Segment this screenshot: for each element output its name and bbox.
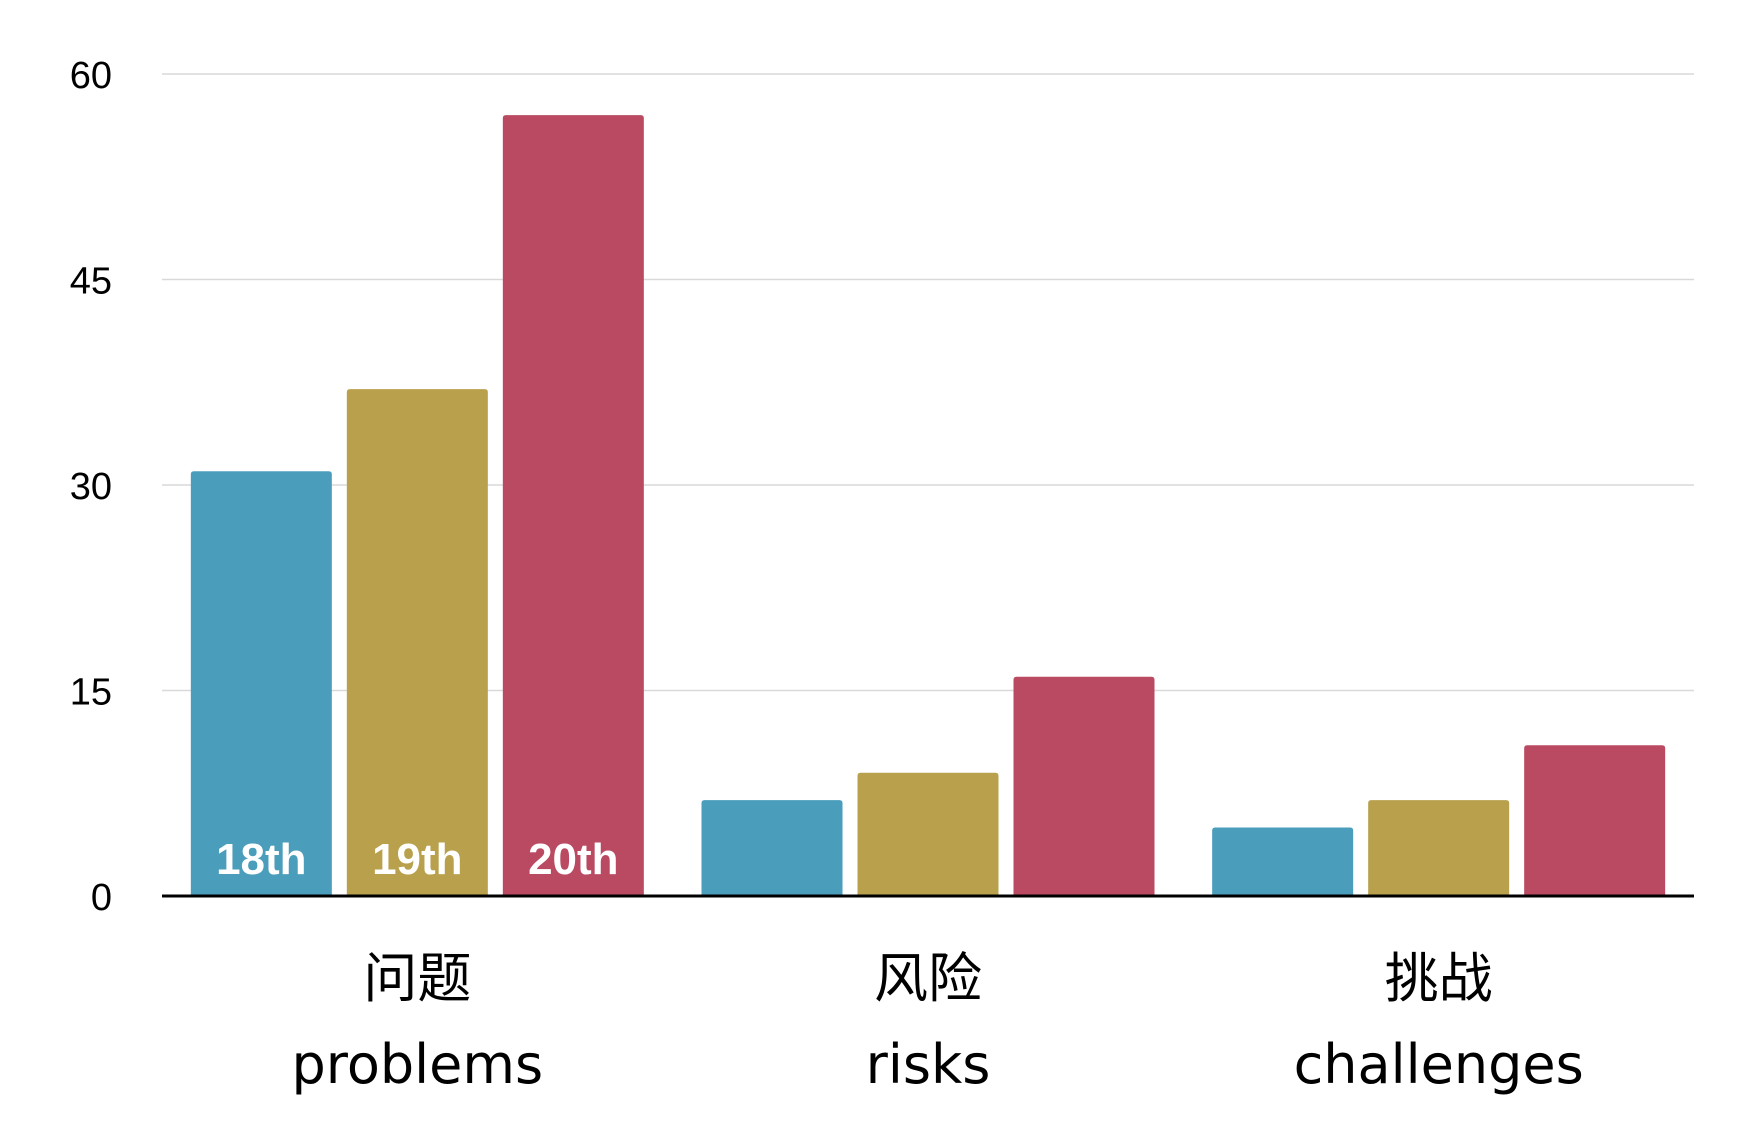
bar-18th-risks bbox=[701, 800, 843, 896]
y-tick-label: 30 bbox=[70, 466, 112, 508]
x-axis-category-labels: 问题 problems 风险 risks 挑战 challenges bbox=[292, 947, 1584, 1096]
y-axis-tick-labels: 0 15 30 45 60 bbox=[70, 55, 112, 919]
category-label-zh: 挑战 bbox=[1385, 947, 1493, 1010]
bar-19th-problems bbox=[346, 389, 488, 896]
bar-18th-challenges bbox=[1212, 827, 1354, 896]
bar-19th-risks bbox=[857, 772, 999, 896]
bars: 18th 19th 20th bbox=[190, 115, 1666, 897]
y-tick-label: 60 bbox=[70, 55, 112, 97]
y-tick-label: 15 bbox=[70, 672, 112, 714]
series-label-18th: 18th bbox=[216, 835, 306, 884]
category-label-zh: 问题 bbox=[363, 947, 471, 1010]
category-label-en: challenges bbox=[1294, 1033, 1584, 1096]
category-label-en: risks bbox=[866, 1033, 991, 1096]
bar-18th-problems bbox=[190, 471, 332, 896]
bar-20th-challenges bbox=[1524, 745, 1666, 896]
y-tick-label: 0 bbox=[91, 877, 112, 919]
bar-19th-challenges bbox=[1368, 800, 1510, 896]
y-tick-label: 45 bbox=[70, 261, 112, 303]
series-label-19th: 19th bbox=[372, 835, 462, 884]
bar-20th-risks bbox=[1013, 676, 1155, 896]
category-label-zh: 风险 bbox=[874, 947, 982, 1010]
bar-20th-problems bbox=[502, 115, 644, 897]
category-label-en: problems bbox=[292, 1033, 544, 1096]
series-label-20th: 20th bbox=[528, 835, 618, 884]
